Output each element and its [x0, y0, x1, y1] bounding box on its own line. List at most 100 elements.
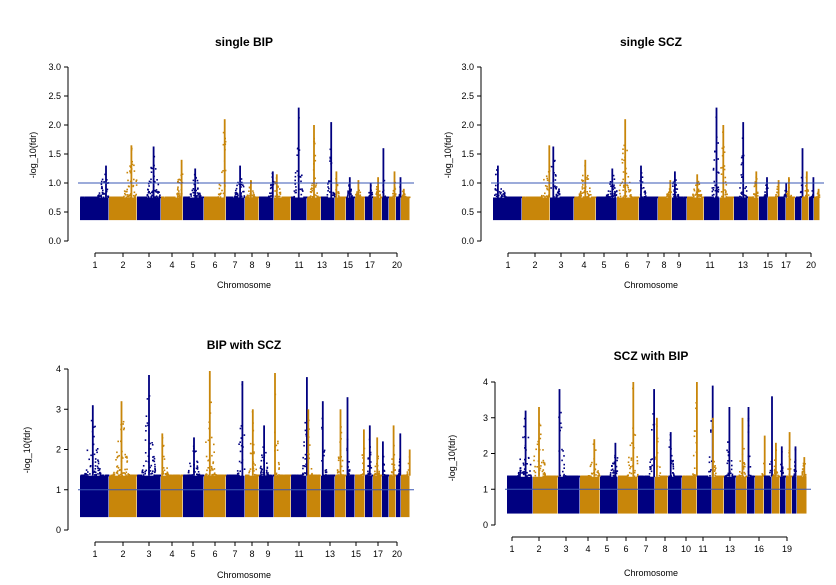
snp-point	[392, 190, 395, 192]
snp-point	[249, 442, 252, 445]
snp-point	[683, 475, 686, 478]
snp-point	[362, 462, 364, 465]
snp-point	[792, 475, 795, 478]
x-tick-label: 2	[120, 260, 125, 270]
snp-point	[266, 474, 268, 476]
snp-point	[162, 467, 165, 469]
snp-point	[529, 470, 531, 472]
snp-point	[609, 475, 612, 477]
snp-point	[546, 188, 549, 191]
peak-column	[392, 425, 395, 476]
snp-point	[616, 457, 619, 459]
snp-point	[773, 196, 776, 199]
snp-point	[152, 470, 154, 472]
snp-point	[116, 451, 118, 454]
x-tick-label: 9	[676, 260, 681, 270]
snp-point	[238, 460, 241, 463]
snp-point	[119, 196, 122, 199]
snp-point	[295, 186, 297, 188]
snp-point	[95, 474, 97, 477]
snp-point	[592, 196, 595, 199]
snp-point	[127, 473, 130, 475]
snp-point	[266, 462, 268, 464]
snp-point	[697, 190, 700, 193]
snp-point	[296, 170, 298, 172]
snp-point	[391, 463, 393, 465]
snp-point	[401, 196, 404, 198]
peak-column	[817, 188, 820, 198]
snp-point	[720, 167, 722, 169]
chromosome-band-15	[747, 476, 755, 514]
snp-point	[384, 196, 387, 199]
snp-point	[533, 470, 535, 472]
snp-point	[370, 461, 372, 463]
snp-point	[196, 473, 198, 476]
snp-point	[693, 430, 696, 432]
chromosome-band-1	[507, 476, 533, 514]
snp-point	[589, 187, 591, 189]
snp-point	[590, 472, 593, 475]
snp-point	[337, 474, 339, 476]
snp-point	[708, 196, 710, 199]
snp-point	[494, 194, 496, 196]
snp-point	[586, 192, 589, 195]
snp-point	[272, 474, 275, 477]
snp-point	[700, 475, 702, 478]
snp-point	[300, 474, 303, 477]
snp-point	[166, 471, 169, 474]
snp-point	[96, 451, 98, 454]
snp-point	[356, 194, 359, 197]
snp-point	[201, 196, 203, 199]
snp-point	[146, 398, 149, 400]
snp-point	[514, 196, 517, 199]
snp-point	[731, 474, 733, 477]
peak-column	[624, 119, 627, 198]
snp-point	[597, 470, 599, 472]
snp-point	[163, 469, 166, 472]
snp-point	[706, 475, 708, 478]
peak-column	[715, 107, 718, 198]
snp-point	[243, 468, 246, 470]
snp-point	[628, 464, 630, 467]
snp-point	[177, 195, 180, 197]
x-tick-label: 4	[581, 260, 586, 270]
snp-point	[581, 188, 584, 190]
snp-point	[611, 468, 614, 471]
snp-point	[355, 196, 357, 199]
snp-point	[149, 470, 152, 472]
snp-point	[302, 465, 304, 467]
snp-point	[651, 464, 653, 467]
snp-point	[113, 471, 115, 474]
panel-scz-with-bip: SCZ with BIP Chromosome -log_10(fdr) 012…	[447, 349, 811, 578]
chromosome-band-3	[558, 476, 580, 514]
snp-point	[724, 176, 727, 179]
snp-point	[773, 469, 776, 472]
snp-point	[274, 181, 277, 183]
snp-point	[563, 467, 565, 469]
snp-point	[289, 474, 291, 477]
snp-point	[188, 469, 190, 472]
snp-point	[725, 191, 727, 194]
snp-point	[627, 474, 629, 476]
snp-point	[807, 194, 810, 196]
snp-point	[348, 470, 351, 472]
snp-point	[178, 194, 181, 197]
snp-point	[574, 196, 577, 199]
snp-point	[210, 196, 213, 199]
snp-point	[582, 191, 585, 194]
snp-point	[325, 469, 328, 471]
peak-column	[306, 377, 308, 476]
peak-column	[741, 417, 744, 477]
chromosome-band-6	[617, 197, 639, 221]
snp-point	[314, 154, 317, 157]
snp-point	[544, 192, 546, 195]
snp-point	[278, 468, 280, 470]
snp-point	[782, 471, 784, 474]
snp-point	[236, 196, 239, 198]
snp-point	[236, 472, 239, 475]
snp-point	[93, 453, 96, 456]
peak-column	[330, 122, 333, 198]
snp-point	[318, 474, 320, 477]
snp-point	[394, 193, 397, 195]
snp-point	[724, 193, 727, 196]
